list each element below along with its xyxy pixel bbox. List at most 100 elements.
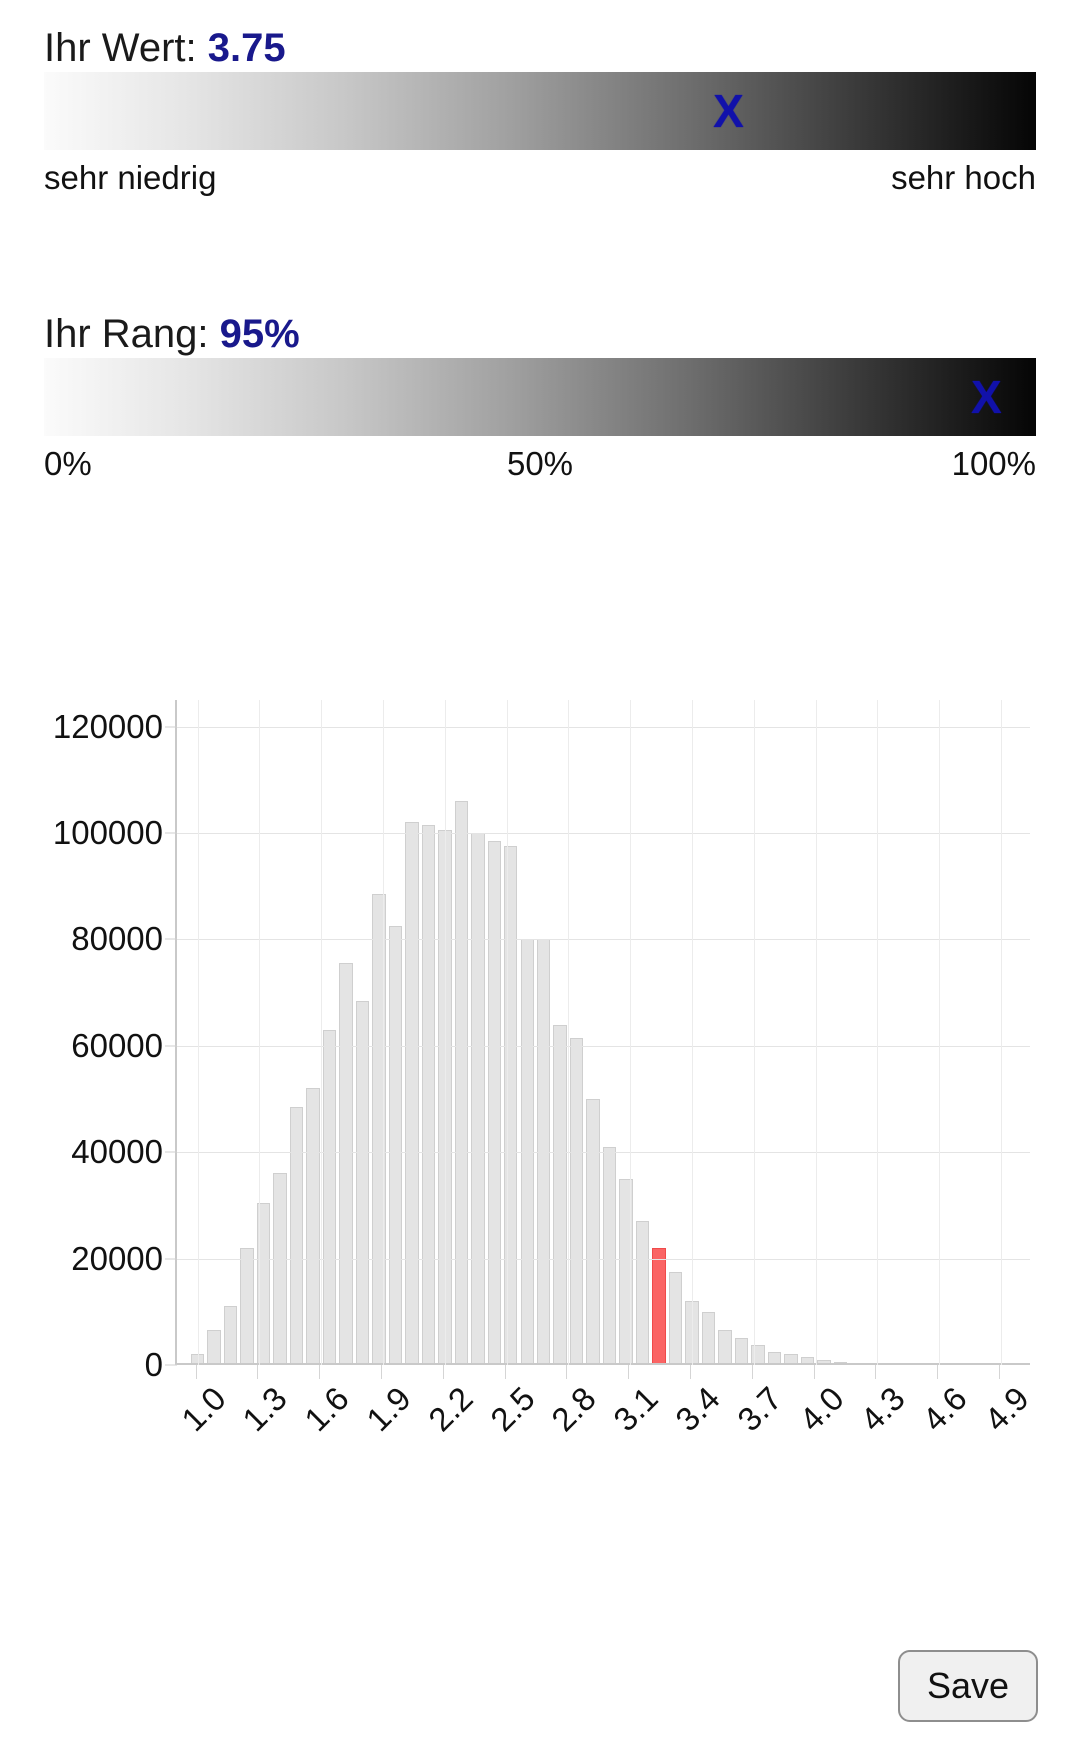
x-axis-tick-mark: [381, 1365, 383, 1379]
rank-scale-100-label: 100%: [951, 445, 1036, 482]
x-axis-tick-mark: [195, 1365, 197, 1379]
histogram-bar: [602, 1146, 617, 1365]
x-gridline: [815, 700, 817, 1365]
x-axis-tick-mark: [257, 1365, 259, 1379]
y-axis-tick-label: 40000: [71, 1133, 163, 1171]
histogram-bar: [289, 1106, 304, 1365]
x-gridline: [692, 700, 694, 1365]
histogram-bar: [322, 1029, 337, 1365]
plot-canvas: 0 20000 40000 60000 80000 100000 120000: [53, 700, 1030, 1382]
x-axis-tick-mark: [566, 1365, 568, 1379]
bar-group: [177, 700, 1030, 1365]
x-axis-tick-labels: 1.0 1.3 1.6 1.9 2.2 2.5 2.8 3.1 3.4 3.7 4.0 4.3 4.6 4…: [173, 1365, 1036, 1495]
histogram-bar: [339, 963, 353, 1365]
x-axis-tick-label: 1.3: [235, 1379, 295, 1439]
x-axis-tick-mark: [751, 1365, 753, 1379]
x-gridline: [259, 700, 261, 1365]
x-axis-line: [177, 1363, 1030, 1365]
x-axis-tick-label: 1.9: [359, 1379, 418, 1439]
histogram-bar: [586, 1099, 600, 1365]
x-axis-tick-mark: [504, 1365, 506, 1379]
y-axis-tick-label: 0: [144, 1346, 163, 1383]
x-gridline: [939, 700, 941, 1365]
x-gridline: [506, 700, 508, 1365]
x-gridline: [568, 700, 570, 1365]
x-axis-tick-label: 4.9: [977, 1379, 1036, 1439]
y-axis-tick-label: 60000: [71, 1026, 163, 1064]
value-section: Ihr Wert: 3.75 X sehr niedrig sehr hoch: [0, 24, 1080, 202]
histogram-bar: [553, 1024, 567, 1365]
plot-area: 0 20000 40000 60000 80000 100000 120000: [53, 700, 1030, 1382]
y-axis-tick-mark: [165, 726, 177, 728]
histogram-bar: [306, 1088, 320, 1365]
y-gridline: [177, 1045, 1030, 1047]
x-gridline: [383, 700, 385, 1365]
value-title: Ihr Wert: 3.75: [0, 24, 1080, 72]
value-title-number: 3.75: [207, 26, 286, 70]
x-gridline: [753, 700, 755, 1365]
rank-title-number: 95%: [219, 312, 300, 356]
y-gridline: [177, 939, 1030, 941]
rank-marker-x: X: [971, 371, 1002, 423]
value-title-prefix: Ihr Wert:: [44, 26, 197, 70]
value-scale-high-label: sehr hoch: [891, 159, 1036, 196]
histogram-bar: [668, 1271, 683, 1365]
histogram-bar-highlighted: [652, 1247, 666, 1365]
histogram-bar: [701, 1311, 716, 1365]
histogram-bar: [734, 1338, 749, 1365]
rank-section: Ihr Rang: 95% X 0% 50% 100%: [0, 310, 1080, 488]
histogram-bar: [454, 801, 469, 1365]
x-axis-tick-mark: [937, 1365, 939, 1379]
histogram-bar: [421, 825, 436, 1365]
x-gridline: [197, 700, 199, 1365]
x-gridline: [877, 700, 879, 1365]
y-gridline: [177, 833, 1030, 834]
x-axis-tick-mark: [875, 1365, 877, 1379]
rank-gradient-bar[interactable]: X: [44, 358, 1036, 436]
x-axis-tick-mark: [813, 1365, 815, 1379]
rank-scale-50-label: 50%: [506, 445, 574, 482]
rank-scale-0-label: 0%: [44, 445, 92, 482]
x-gridline: [444, 700, 446, 1365]
y-axis-tick-label: 100000: [52, 814, 163, 851]
y-axis-tick-mark: [165, 1045, 177, 1047]
x-axis-tick-label: 2.8: [544, 1379, 604, 1439]
histogram-bar: [569, 1037, 584, 1365]
save-button[interactable]: Save: [898, 1650, 1038, 1722]
value-gradient-bar[interactable]: X: [44, 72, 1036, 150]
histogram-bar: [471, 833, 485, 1365]
y-axis-tick-mark: [165, 1151, 177, 1153]
histogram-bar: [635, 1221, 650, 1365]
x-axis-tick-label: 3.4: [668, 1379, 727, 1439]
histogram-bar: [718, 1330, 732, 1365]
x-axis-tick-label: 2.5: [482, 1379, 542, 1439]
x-axis-tick-label: 3.1: [606, 1379, 665, 1439]
y-gridline: [177, 726, 1030, 728]
x-axis-tick-label: 3.7: [730, 1379, 789, 1439]
histogram-bar: [240, 1247, 254, 1365]
histogram-bar: [405, 822, 419, 1365]
x-axis-tick-mark: [628, 1365, 630, 1379]
value-scale-row: sehr niedrig sehr hoch: [44, 150, 1036, 202]
rank-title: Ihr Rang: 95%: [0, 310, 1080, 358]
y-axis-tick-label: 20000: [71, 1239, 163, 1277]
histogram-bar: [388, 926, 403, 1365]
x-axis-tick-mark: [442, 1365, 444, 1379]
histogram-bar: [273, 1173, 287, 1365]
rank-title-prefix: Ihr Rang:: [44, 312, 209, 356]
y-axis-tick-label: 80000: [71, 920, 163, 958]
x-axis-tick-label: 1.0: [173, 1379, 233, 1439]
value-scale-low-label: sehr niedrig: [44, 159, 217, 196]
x-axis-tick-label: 2.2: [420, 1379, 480, 1439]
y-gridline: [177, 1258, 1030, 1260]
x-axis-tick-label: 4.3: [853, 1379, 913, 1439]
x-axis-tick-mark: [690, 1365, 692, 1379]
rank-scale-row: 0% 50% 100%: [44, 436, 1036, 488]
y-axis-tick-mark: [165, 832, 177, 834]
x-axis-tick-label: 4.0: [791, 1379, 851, 1439]
x-axis-tick-mark: [999, 1365, 1001, 1379]
x-gridline: [630, 700, 632, 1365]
y-axis-tick-mark: [165, 938, 177, 940]
y-axis-tick-mark: [165, 1258, 177, 1260]
